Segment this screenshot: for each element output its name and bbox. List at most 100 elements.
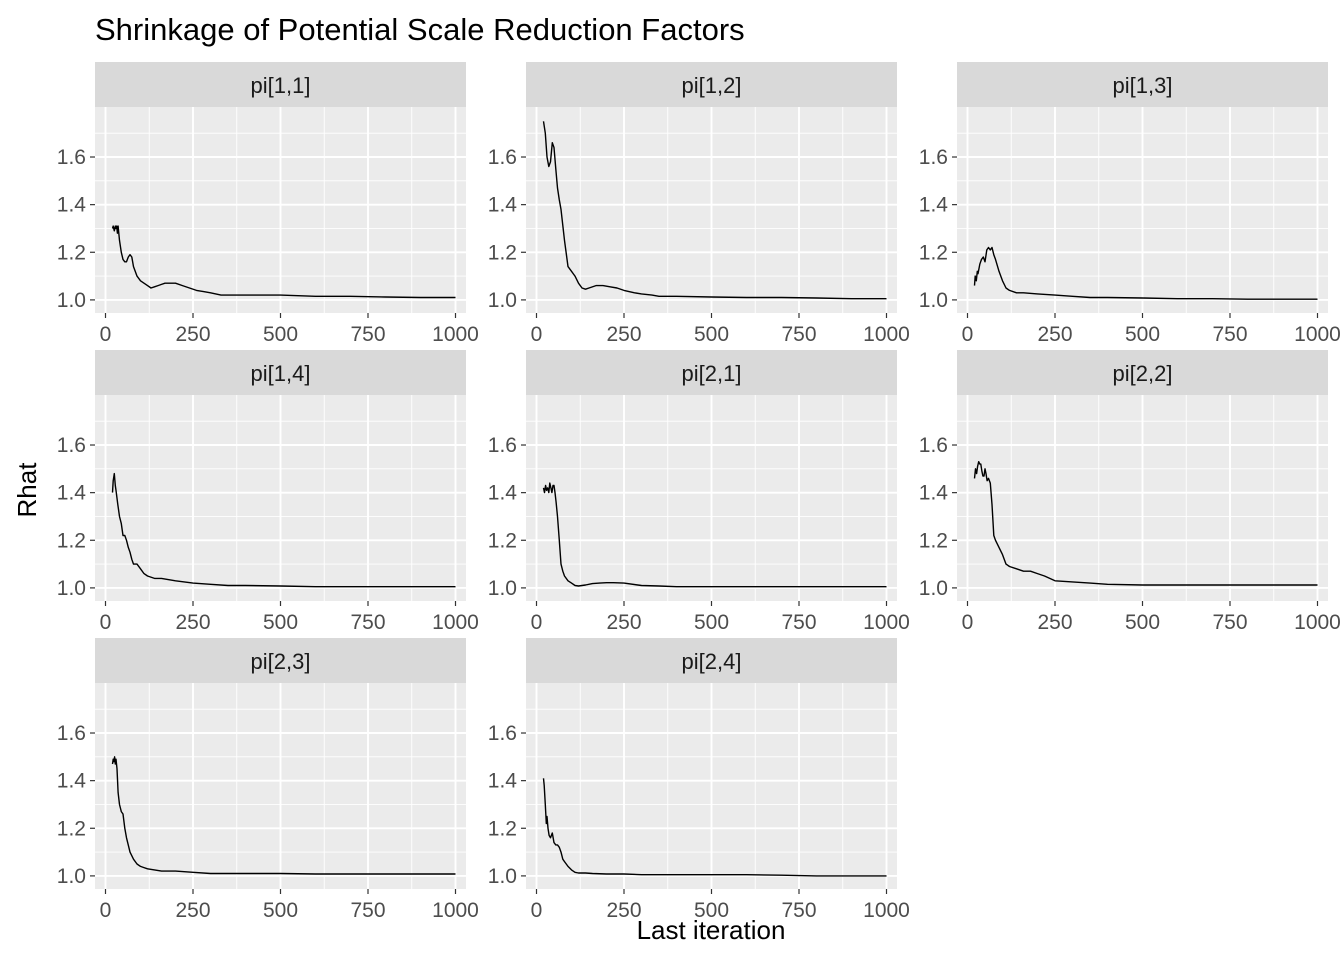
facet-strip (95, 350, 466, 395)
y-tick-label: 1.6 (488, 722, 517, 745)
y-axis-title: Rhat (12, 462, 42, 518)
y-tick-label: 1.2 (919, 241, 948, 264)
rhat-series-line (111, 225, 456, 299)
x-tick-label: 250 (606, 611, 641, 634)
x-tick-label: 0 (962, 323, 974, 346)
y-tick-label: 1.2 (57, 529, 86, 552)
y-tick-label: 1.0 (919, 289, 948, 312)
rhat-series-line (111, 756, 456, 875)
x-tick-label: 1000 (432, 899, 479, 922)
facet-strip (957, 62, 1328, 107)
x-tick-label: 1000 (432, 611, 479, 634)
y-tick-label: 1.0 (57, 289, 86, 312)
facet-strip (957, 350, 1328, 395)
x-tick-label: 750 (781, 611, 816, 634)
chart-title: Shrinkage of Potential Scale Reduction F… (95, 12, 745, 47)
y-tick-label: 1.4 (919, 482, 949, 505)
rhat-series-line (973, 461, 1318, 586)
x-tick-label: 1000 (863, 611, 910, 634)
rhat-series-line (542, 778, 887, 877)
facet-panels: pi[1,1] 0 250 500 750 1000 1.0 1.2 1.4 1.6 pi[1,2]… (57, 62, 1341, 922)
facet-strip (95, 62, 466, 107)
y-tick-label: 1.2 (488, 241, 517, 264)
facet-strip-label: pi[1,4] (251, 361, 311, 386)
y-tick-label: 1.4 (488, 194, 518, 217)
y-tick-label: 1.6 (919, 434, 948, 457)
x-tick-label: 250 (1037, 611, 1072, 634)
y-tick-label: 1.0 (919, 577, 948, 600)
x-tick-label: 0 (531, 323, 543, 346)
x-tick-label: 500 (1125, 323, 1160, 346)
facet-strip (526, 350, 897, 395)
facet-strip-label: pi[2,3] (251, 649, 311, 674)
x-tick-label: 500 (263, 899, 298, 922)
x-tick-label: 500 (694, 611, 729, 634)
x-tick-label: 500 (1125, 611, 1160, 634)
x-tick-label: 750 (781, 899, 816, 922)
x-tick-label: 0 (100, 611, 112, 634)
x-tick-label: 750 (1212, 611, 1247, 634)
x-tick-label: 250 (175, 899, 210, 922)
y-tick-label: 1.2 (57, 241, 86, 264)
y-tick-label: 1.6 (57, 434, 86, 457)
x-tick-label: 0 (531, 899, 543, 922)
x-tick-label: 750 (350, 323, 385, 346)
x-tick-label: 750 (350, 899, 385, 922)
facet-panel: pi[2,2] 0 250 500 750 1000 1.0 1.2 1.4 1.6 (919, 350, 1341, 634)
y-tick-label: 1.2 (919, 529, 948, 552)
y-tick-label: 1.2 (488, 529, 517, 552)
facet-panel: pi[2,1] 0 250 500 750 1000 1.0 1.2 1.4 1.6 (488, 350, 910, 634)
y-tick-label: 1.4 (57, 482, 87, 505)
x-tick-label: 750 (781, 323, 816, 346)
facet-panel: pi[1,2] 0 250 500 750 1000 1.0 1.2 1.4 1.6 (488, 62, 910, 346)
y-tick-label: 1.0 (488, 577, 517, 600)
facet-strip-label: pi[2,2] (1113, 361, 1173, 386)
y-tick-label: 1.4 (57, 770, 87, 793)
x-tick-label: 750 (1212, 323, 1247, 346)
x-tick-label: 1000 (863, 323, 910, 346)
y-tick-label: 1.6 (919, 146, 948, 169)
x-tick-label: 250 (606, 323, 641, 346)
rhat-series-line (542, 482, 887, 588)
x-tick-label: 500 (694, 899, 729, 922)
facet-strip-label: pi[1,2] (682, 73, 742, 98)
x-tick-label: 250 (1037, 323, 1072, 346)
y-tick-label: 1.6 (488, 146, 517, 169)
x-tick-label: 750 (350, 611, 385, 634)
facet-panel: pi[2,3] 0 250 500 750 1000 1.0 1.2 1.4 1.6 (57, 638, 479, 922)
x-tick-label: 1000 (863, 899, 910, 922)
y-tick-label: 1.0 (57, 577, 86, 600)
y-tick-label: 1.6 (57, 146, 86, 169)
facet-strip-label: pi[2,4] (682, 649, 742, 674)
y-tick-label: 1.4 (57, 194, 87, 217)
x-tick-label: 0 (100, 323, 112, 346)
x-tick-label: 0 (100, 899, 112, 922)
rhat-series-line (542, 121, 887, 300)
x-tick-label: 1000 (1294, 323, 1341, 346)
x-axis-title: Last iteration (637, 915, 786, 945)
y-tick-label: 1.0 (488, 865, 517, 888)
facet-strip-label: pi[1,3] (1113, 73, 1173, 98)
x-tick-label: 1000 (432, 323, 479, 346)
y-tick-label: 1.4 (488, 770, 518, 793)
y-tick-label: 1.2 (488, 817, 517, 840)
y-tick-label: 1.2 (57, 817, 86, 840)
x-tick-label: 250 (175, 611, 210, 634)
rhat-series-line (973, 246, 1318, 300)
x-tick-label: 500 (263, 611, 298, 634)
facet-strip-label: pi[1,1] (251, 73, 311, 98)
x-tick-label: 250 (606, 899, 641, 922)
rhat-series-line (111, 472, 456, 588)
facet-strip-label: pi[2,1] (682, 361, 742, 386)
facet-strip (526, 62, 897, 107)
facet-panel: pi[2,4] 0 250 500 750 1000 1.0 1.2 1.4 1.6 (488, 638, 910, 922)
facet-panel: pi[1,4] 0 250 500 750 1000 1.0 1.2 1.4 1.6 (57, 350, 479, 634)
facet-panel: pi[1,3] 0 250 500 750 1000 1.0 1.2 1.4 1.6 (919, 62, 1341, 346)
y-tick-label: 1.0 (488, 289, 517, 312)
x-tick-label: 250 (175, 323, 210, 346)
facet-strip (526, 638, 897, 683)
y-tick-label: 1.6 (488, 434, 517, 457)
y-tick-label: 1.4 (919, 194, 949, 217)
y-tick-label: 1.6 (57, 722, 86, 745)
